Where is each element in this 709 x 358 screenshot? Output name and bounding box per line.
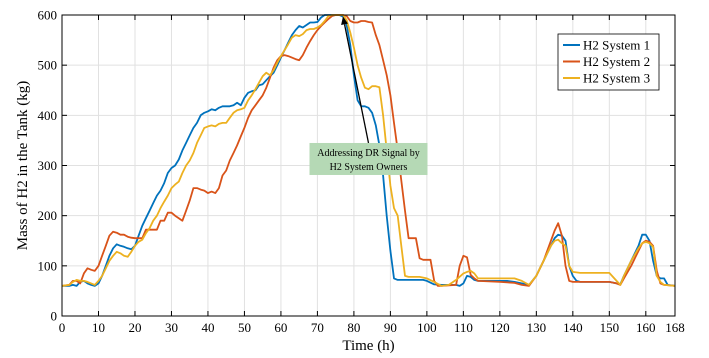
y-tick-label: 400	[38, 108, 58, 123]
annotation-text-line2: H2 System Owners	[330, 162, 408, 173]
x-tick-label: 140	[563, 320, 583, 335]
x-tick-label: 90	[384, 320, 397, 335]
x-tick-label: 30	[165, 320, 178, 335]
annotation-box	[309, 142, 428, 175]
dr-signal-annotation: Addressing DR Signal by H2 System Owners	[309, 16, 428, 175]
x-tick-label: 110	[454, 320, 473, 335]
x-tick-label: 60	[274, 320, 287, 335]
legend-label-h2-system-1: H2 System 1	[583, 38, 650, 53]
y-tick-label: 600	[38, 8, 58, 23]
annotation-arrow-line	[343, 24, 370, 144]
x-tick-label: 10	[92, 320, 105, 335]
annotation-arrowhead	[341, 16, 348, 26]
x-axis-label: Time (h)	[342, 338, 394, 354]
y-tick-label: 100	[38, 258, 58, 273]
legend-label-h2-system-3: H2 System 3	[583, 71, 650, 86]
x-tick-label: 100	[417, 320, 437, 335]
x-tick-label: 160	[636, 320, 656, 335]
legend: H2 System 1 H2 System 2 H2 System 3	[557, 33, 660, 91]
annotation-text-line1: Addressing DR Signal by	[317, 148, 420, 159]
legend-label-h2-system-2: H2 System 2	[583, 54, 650, 69]
y-tick-label: 500	[38, 58, 58, 73]
x-tick-label: 130	[527, 320, 547, 335]
x-tick-label: 0	[59, 320, 66, 335]
y-tick-label: 0	[51, 309, 58, 324]
x-tick-label: 80	[347, 320, 360, 335]
series-lines	[61, 14, 676, 287]
x-tick-label: 70	[311, 320, 324, 335]
x-tick-label: 120	[490, 320, 510, 335]
y-tick-label: 300	[38, 158, 58, 173]
x-tick-label: 50	[238, 320, 251, 335]
y-axis-label: Mass of H2 in the Tank (kg)	[15, 81, 31, 250]
series-line-h2-system-1	[62, 14, 676, 287]
y-tick-label: 200	[38, 208, 58, 223]
x-tick-label: 20	[128, 320, 141, 335]
x-tick-label: 40	[201, 320, 214, 335]
axis-ticks: 0 10 20 30 40 50 60 70 80 90 100 110 120 130 140 150 160…	[38, 8, 685, 336]
x-tick-label: 168	[665, 320, 685, 335]
x-tick-label: 150	[600, 320, 620, 335]
series-line-h2-system-3	[61, 14, 676, 287]
